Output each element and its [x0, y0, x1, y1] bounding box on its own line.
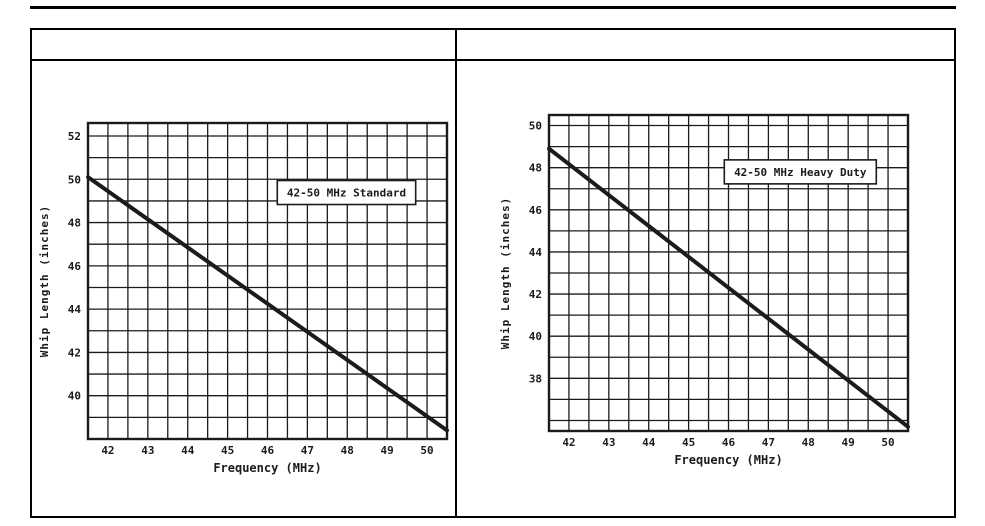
svg-text:46: 46 [529, 204, 543, 217]
svg-text:48: 48 [341, 444, 354, 457]
svg-text:50: 50 [420, 444, 433, 457]
svg-text:Frequency (MHz): Frequency (MHz) [213, 461, 321, 475]
svg-text:Whip Length (inches): Whip Length (inches) [499, 197, 512, 349]
svg-text:43: 43 [602, 436, 615, 449]
svg-text:Frequency (MHz): Frequency (MHz) [674, 453, 782, 467]
svg-text:42-50 MHz Heavy Duty: 42-50 MHz Heavy Duty [734, 166, 867, 179]
svg-text:45: 45 [682, 436, 695, 449]
svg-text:44: 44 [529, 246, 543, 259]
table-header-cell-right [457, 30, 954, 61]
heavy-duty-whip-length-chart: 42 43 44 45 46 47 48 49 50 38 40 42 44 46 48 50 Frequenc… [499, 113, 910, 467]
svg-text:50: 50 [881, 436, 894, 449]
svg-text:47: 47 [762, 436, 775, 449]
svg-text:47: 47 [301, 444, 314, 457]
svg-text:44: 44 [68, 303, 82, 316]
svg-text:45: 45 [221, 444, 234, 457]
svg-text:43: 43 [141, 444, 154, 457]
svg-text:44: 44 [642, 436, 656, 449]
svg-text:42: 42 [562, 436, 575, 449]
svg-text:40: 40 [68, 390, 81, 403]
svg-text:40: 40 [529, 330, 542, 343]
heavy-duty-chart-cell: 42 43 44 45 46 47 48 49 50 38 40 42 44 46 48 50 Frequenc… [457, 61, 954, 516]
svg-text:46: 46 [722, 436, 736, 449]
standard-whip-length-chart: 42 43 44 45 46 47 48 49 50 40 42 44 46 48 50 52 Frequenc… [38, 121, 449, 475]
svg-text:46: 46 [261, 444, 275, 457]
svg-text:50: 50 [68, 173, 81, 186]
svg-text:49: 49 [842, 436, 855, 449]
svg-text:Whip Length (inches): Whip Length (inches) [38, 205, 51, 357]
page-top-rule [30, 6, 956, 9]
svg-text:50: 50 [529, 120, 542, 133]
antenna-charts-table: 42 43 44 45 46 47 48 49 50 40 42 44 46 48 50 52 Frequenc… [30, 28, 956, 518]
svg-text:52: 52 [68, 130, 81, 143]
svg-text:42: 42 [529, 288, 542, 301]
svg-text:38: 38 [529, 372, 542, 385]
svg-text:42-50 MHz Standard: 42-50 MHz Standard [287, 187, 406, 200]
svg-text:48: 48 [68, 217, 81, 230]
svg-text:42: 42 [101, 444, 114, 457]
svg-text:42: 42 [68, 346, 81, 359]
svg-text:46: 46 [68, 260, 82, 273]
svg-text:48: 48 [802, 436, 815, 449]
svg-text:44: 44 [181, 444, 195, 457]
table-header-cell-left [32, 30, 457, 61]
svg-text:48: 48 [529, 162, 542, 175]
standard-chart-cell: 42 43 44 45 46 47 48 49 50 40 42 44 46 48 50 52 Frequenc… [32, 61, 457, 516]
svg-text:49: 49 [381, 444, 394, 457]
